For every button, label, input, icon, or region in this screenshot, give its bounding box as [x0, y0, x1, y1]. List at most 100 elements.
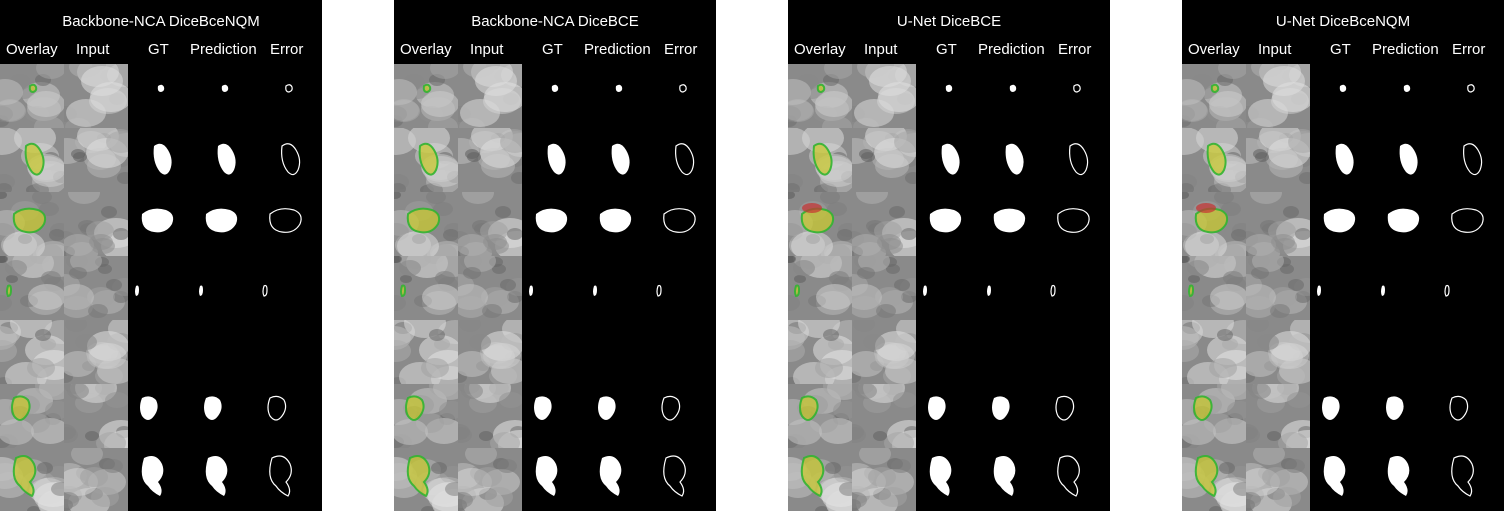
- error-outline: [656, 284, 662, 297]
- overlay-image: [1182, 384, 1246, 448]
- predicted-region: [1381, 285, 1385, 296]
- mri-texture-blob: [462, 192, 494, 204]
- mri-texture-blob: [394, 340, 411, 362]
- mri-texture-blob: [1182, 183, 1194, 192]
- overlay-false-positive: [1196, 203, 1216, 213]
- overlay-image: [1182, 192, 1246, 256]
- ground-truth-mask: [522, 320, 586, 384]
- mri-texture-blob: [421, 91, 458, 117]
- predicted-region: [1009, 84, 1017, 92]
- mri-texture-blob: [1210, 284, 1246, 310]
- mri-texture-blob: [5, 260, 27, 276]
- mri-texture-blob: [855, 384, 877, 399]
- mri-texture-blob: [905, 172, 916, 184]
- mri-texture-blob: [458, 296, 487, 318]
- mri-texture-blob: [1196, 128, 1238, 153]
- input-image: [852, 384, 916, 448]
- mri-texture-blob: [429, 329, 445, 341]
- input-image: [1246, 256, 1310, 320]
- column-label-prediction: Prediction: [584, 41, 651, 58]
- mri-texture-blob: [1283, 206, 1299, 218]
- mri-texture-blob: [397, 231, 439, 256]
- mri-texture-blob: [500, 131, 522, 153]
- mri-texture-blob: [1271, 234, 1295, 250]
- overlay-missed-edge: [12, 207, 47, 234]
- ground-truth-region: [551, 84, 559, 92]
- mri-texture-blob: [1246, 234, 1276, 256]
- input-image: [458, 256, 522, 320]
- error-map: [650, 384, 714, 448]
- mri-texture-blob: [1288, 279, 1304, 291]
- mri-texture-blob: [1182, 340, 1199, 362]
- mri-texture-blob: [1257, 334, 1279, 350]
- overlay-tumor-region: [13, 208, 46, 233]
- mri-texture-blob: [460, 99, 500, 127]
- overlay-image: [394, 192, 458, 256]
- mask-background: [256, 64, 320, 128]
- panel-title: U-Net DiceBceNQM: [1275, 13, 1411, 30]
- mri-texture-blob: [467, 152, 481, 162]
- ground-truth-region: [923, 285, 927, 296]
- mri-texture-blob: [885, 358, 916, 384]
- column-label-prediction: Prediction: [1372, 41, 1439, 58]
- overlay-missed-edge: [1193, 395, 1213, 421]
- mri-texture-blob: [483, 234, 507, 250]
- mri-texture-blob: [1263, 66, 1305, 96]
- overlay-image: [788, 256, 852, 320]
- input-image: [1246, 192, 1310, 256]
- mri-texture-blob: [861, 152, 875, 162]
- predicted-region: [993, 456, 1016, 496]
- mri-texture-blob: [1270, 304, 1290, 318]
- predicted-region: [204, 396, 222, 420]
- overlay-image: [1182, 448, 1246, 511]
- mask-background: [128, 320, 192, 384]
- error-outline: [661, 395, 681, 421]
- prediction-mask: [192, 64, 256, 128]
- mri-texture-blob: [51, 482, 64, 496]
- error-map: [256, 192, 320, 256]
- mri-texture-blob: [67, 384, 89, 399]
- mri-texture-blob: [868, 467, 896, 487]
- image-grid: [394, 64, 716, 511]
- column-label-prediction: Prediction: [190, 41, 257, 58]
- mask-background: [192, 384, 256, 448]
- ground-truth-mask: [1310, 320, 1374, 384]
- ground-truth-mask: [128, 192, 192, 256]
- prediction-mask: [586, 320, 650, 384]
- image-grid: [788, 64, 1110, 511]
- column-label-error: Error: [664, 41, 698, 58]
- mri-texture-blob: [430, 64, 458, 79]
- mask-background: [586, 384, 650, 448]
- ground-truth-mask: [916, 256, 980, 320]
- prediction-mask: [980, 192, 1044, 256]
- mri-texture-blob: [876, 304, 896, 318]
- overlay-tumor-region: [1194, 396, 1212, 420]
- mri-texture-blob: [0, 419, 34, 445]
- mri-texture-blob: [1262, 467, 1290, 487]
- overlay-tumor-region: [25, 143, 44, 175]
- input-image: [1246, 64, 1310, 128]
- prediction-mask: [192, 128, 256, 192]
- mri-texture-blob: [64, 296, 93, 318]
- overlay-image: [394, 64, 458, 128]
- ground-truth-mask: [916, 64, 980, 128]
- mri-texture-blob: [400, 275, 412, 283]
- mri-texture-blob: [869, 66, 911, 96]
- mri-texture-blob: [458, 424, 470, 440]
- mri-texture-blob: [32, 192, 52, 204]
- mri-texture-blob: [1246, 492, 1261, 508]
- overlay-tumor-region: [13, 456, 36, 496]
- mri-texture-blob: [1287, 392, 1310, 408]
- column-label-input: Input: [1258, 41, 1292, 58]
- mri-texture-blob: [103, 459, 123, 473]
- error-map: [650, 192, 714, 256]
- overlay-missed-edge: [799, 395, 819, 421]
- ground-truth-mask: [916, 192, 980, 256]
- mri-texture-blob: [445, 482, 458, 496]
- error-map: [256, 320, 320, 384]
- error-outline: [267, 395, 287, 421]
- mri-texture-blob: [88, 304, 108, 318]
- column-label-gt: GT: [1330, 41, 1351, 58]
- mri-texture-blob: [69, 267, 87, 279]
- error-map: [650, 256, 714, 320]
